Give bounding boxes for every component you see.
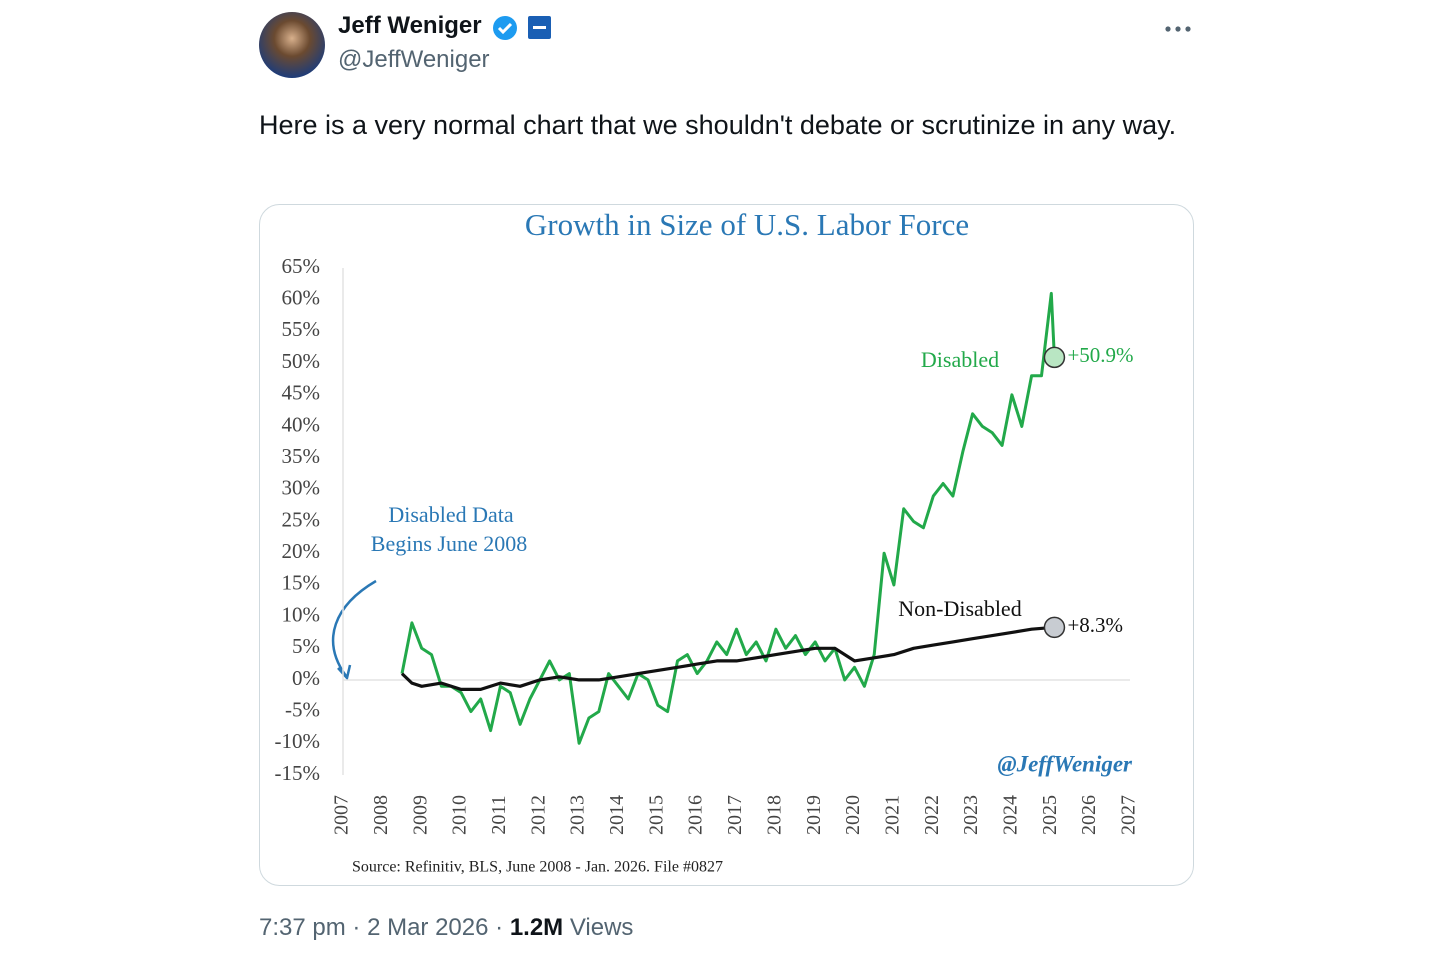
x-tick-label: 2021 [881, 795, 903, 835]
x-tick-label: 2017 [724, 795, 746, 835]
end-marker [1043, 346, 1066, 369]
x-tick-label: 2024 [1000, 795, 1022, 835]
y-tick-label: 15% [282, 571, 321, 595]
y-tick-label: 0% [292, 666, 320, 690]
end-label: +8.3% [1067, 613, 1123, 637]
separator: · [495, 914, 504, 941]
y-tick-label: 35% [282, 444, 321, 468]
views-label: Views [569, 914, 634, 941]
series-label: Disabled [921, 347, 999, 372]
time[interactable]: 7:37 pm [259, 914, 346, 941]
series-line [400, 625, 1055, 691]
annotation-arrow [331, 579, 377, 677]
author-name[interactable]: Jeff Weniger [338, 12, 482, 39]
avatar[interactable] [259, 12, 325, 78]
y-tick-label: 50% [282, 349, 321, 373]
x-tick-label: 2020 [842, 795, 864, 835]
y-tick-label: -10% [275, 729, 321, 753]
y-tick-label: 65% [282, 254, 321, 278]
y-tick-label: 5% [292, 634, 320, 658]
separator: · [352, 914, 361, 941]
x-tick-label: 2010 [449, 795, 471, 835]
series-line [400, 291, 1056, 745]
y-tick-label: 45% [282, 381, 321, 405]
y-tick-label: 55% [282, 317, 321, 341]
end-label: +50.9% [1067, 343, 1133, 367]
x-tick-label: 2026 [1078, 795, 1100, 835]
y-tick-label: 25% [282, 507, 321, 531]
y-tick-label: 30% [282, 476, 321, 500]
x-tick-label: 2015 [645, 795, 667, 835]
series-label: Non-Disabled [898, 596, 1021, 621]
verified-badge [493, 16, 517, 40]
end-marker [1043, 616, 1066, 639]
y-tick-label: 60% [282, 286, 321, 310]
x-tick-label: 2023 [960, 795, 982, 835]
annotation: Begins June 2008 [371, 531, 527, 556]
x-tick-label: 2019 [803, 795, 825, 835]
author-handle[interactable]: @JeffWeniger [338, 46, 490, 73]
x-tick-label: 2018 [763, 795, 785, 835]
source: Source: Refinitiv, BLS, June 2008 - Jan.… [352, 859, 723, 876]
tweet-meta: 7:37 pm · 2 Mar 2026 · 1.2M Views [259, 914, 633, 942]
y-tick-label: -5% [285, 697, 320, 721]
annotation-arrowhead [337, 664, 352, 681]
y-tick-label: 40% [282, 412, 321, 436]
date[interactable]: 2 Mar 2026 [367, 914, 489, 941]
more-menu[interactable] [1165, 26, 1191, 32]
x-tick-label: 2027 [1118, 795, 1140, 835]
y-tick-label: 10% [282, 602, 321, 626]
x-tick-label: 2013 [567, 795, 589, 835]
affiliate-badge [528, 16, 551, 39]
x-tick-label: 2008 [370, 795, 392, 835]
x-tick-label: 2009 [409, 795, 431, 835]
x-tick-label: 2007 [331, 795, 353, 835]
annotation: Disabled Data [388, 502, 513, 527]
x-tick-label: 2014 [606, 795, 628, 835]
x-tick-label: 2025 [1039, 795, 1061, 835]
chart-title: Growth in Size of U.S. Labor Force [525, 207, 969, 242]
tweet-text: Here is a very normal chart that we shou… [259, 110, 1177, 140]
y-tick-label: -15% [275, 761, 321, 785]
x-tick-label: 2011 [488, 795, 510, 834]
x-tick-label: 2012 [527, 795, 549, 835]
watermark: @JeffWeniger [997, 751, 1133, 776]
x-tick-label: 2022 [921, 795, 943, 835]
y-tick-label: 20% [282, 539, 321, 563]
x-tick-label: 2016 [685, 795, 707, 835]
views-count: 1.2M [509, 914, 564, 941]
